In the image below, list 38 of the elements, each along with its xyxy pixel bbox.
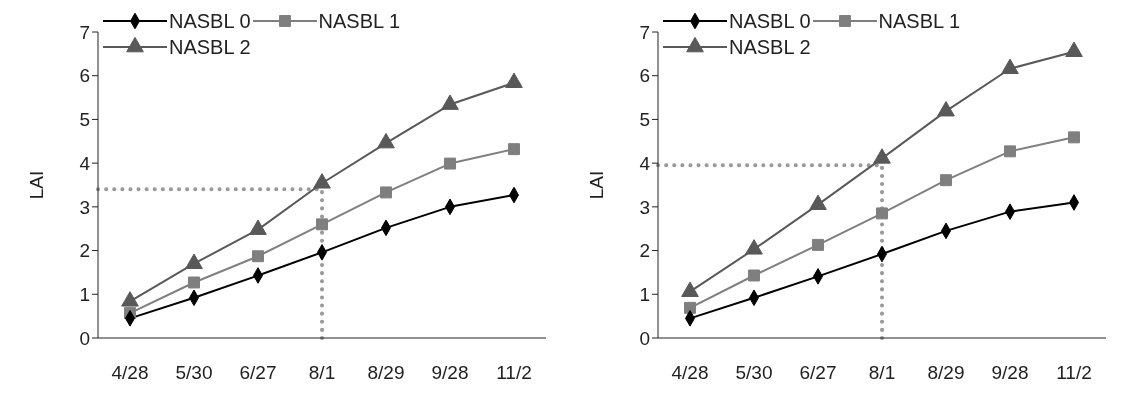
x-tick-label: 5/30 xyxy=(735,362,773,384)
y-tick-label: 4 xyxy=(79,152,91,174)
y-tick-label: 5 xyxy=(79,109,90,131)
x-tick-label: 8/29 xyxy=(927,362,965,384)
y-tick-label: 0 xyxy=(79,327,90,349)
legend-label: NASBL 1 xyxy=(878,9,961,34)
y-tick-label: 2 xyxy=(79,240,90,262)
x-tick-label: 11/2 xyxy=(496,362,532,384)
y-axis-title: LAI xyxy=(585,170,607,200)
y-tick-label: 1 xyxy=(639,284,650,306)
y-tick-label: 0 xyxy=(639,327,650,349)
y-tick-label: 3 xyxy=(79,196,90,218)
y-tick-label: 1 xyxy=(79,284,90,306)
x-tick-label: 8/1 xyxy=(308,362,336,384)
legend-label: NASBL 0 xyxy=(169,9,251,34)
x-tick-label: 9/28 xyxy=(431,362,469,384)
y-tick-label: 3 xyxy=(639,196,650,218)
x-tick-label: 4/28 xyxy=(671,362,709,384)
x-tick-label: 8/1 xyxy=(868,362,896,384)
y-tick-label: 5 xyxy=(639,109,650,131)
x-tick-label: 9/28 xyxy=(991,362,1029,384)
y-tick-label: 7 xyxy=(79,21,90,43)
x-tick-label: 4/28 xyxy=(111,362,149,384)
y-tick-label: 6 xyxy=(79,65,90,87)
x-tick-label: 5/30 xyxy=(175,362,213,384)
y-tick-label: 2 xyxy=(639,240,650,262)
y-tick-label: 4 xyxy=(639,152,651,174)
x-tick-label: 11/2 xyxy=(1056,362,1092,384)
legend-label: NASBL 0 xyxy=(729,9,811,34)
legend-label: NASBL 1 xyxy=(318,9,401,34)
x-tick-label: 6/27 xyxy=(799,362,837,384)
y-tick-label: 7 xyxy=(639,21,650,43)
legend-label: NASBL 2 xyxy=(169,35,251,60)
y-axis-title: LAI xyxy=(25,170,47,200)
x-tick-label: 8/29 xyxy=(367,362,405,384)
y-tick-label: 6 xyxy=(639,65,650,87)
legend-label: NASBL 2 xyxy=(729,35,811,60)
x-tick-label: 6/27 xyxy=(239,362,277,384)
